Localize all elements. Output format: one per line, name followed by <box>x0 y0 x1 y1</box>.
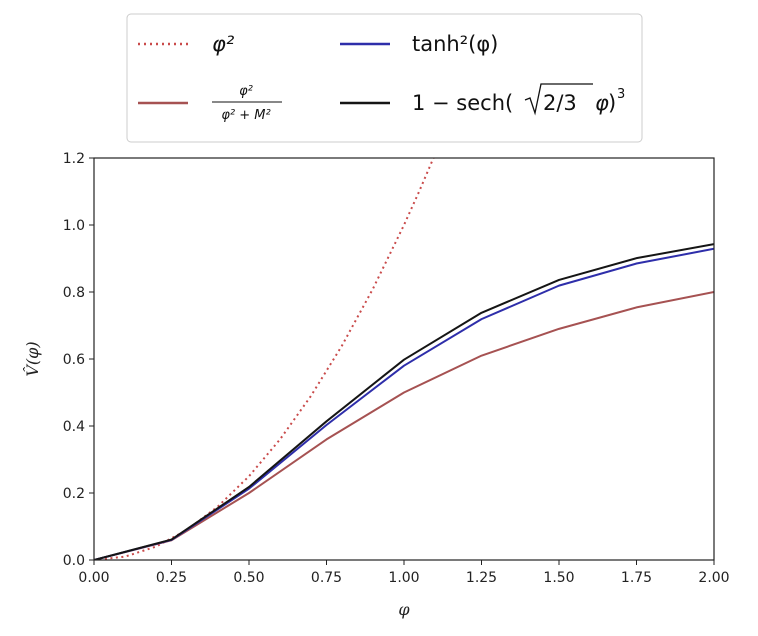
legend-label-sech-lead: 1 − sech( <box>412 91 513 115</box>
x-tick-label: 1.50 <box>543 570 574 586</box>
y-axis: 0.0 0.2 0.4 0.6 0.8 1.0 1.2 <box>63 151 94 569</box>
legend-label-sech-exponent: 3 <box>617 87 625 102</box>
x-tick-label: 1.25 <box>466 570 497 586</box>
x-tick-label: 0.00 <box>78 570 109 586</box>
x-tick-label: 0.25 <box>156 570 187 586</box>
series-line-tanh <box>94 247 714 560</box>
x-axis: 0.00 0.25 0.50 0.75 1.00 1.25 1.50 1.75 2.00 <box>78 560 730 586</box>
y-tick-label: 1.2 <box>63 151 85 167</box>
x-tick-label: 1.75 <box>621 570 652 586</box>
y-tick-label: 0.2 <box>63 486 85 502</box>
legend-label-sech-radicand: 2/3 <box>543 91 577 115</box>
legend-label-sech-variable: φ <box>595 91 609 115</box>
y-tick-label: 0.6 <box>63 352 85 368</box>
y-tick-label: 0.4 <box>63 419 85 435</box>
x-tick-label: 1.00 <box>388 570 419 586</box>
legend-label-rational: φ² φ² + M² <box>212 84 282 123</box>
legend-label-sech: 1 − sech( 2/3 φ ) 3 <box>412 83 625 116</box>
series-line-rational <box>94 291 714 560</box>
x-tick-label: 0.50 <box>233 570 264 586</box>
legend-label-sech-radical-sign <box>524 83 593 116</box>
series-line-sech <box>94 243 714 560</box>
y-tick-label: 0.8 <box>63 285 85 301</box>
series-line-phi-squared <box>94 158 435 560</box>
y-axis-label: V̂(φ) <box>23 341 42 376</box>
legend-label-phi-squared: φ² <box>212 32 235 56</box>
series-layer <box>94 158 714 560</box>
legend-label-rational-denominator: φ² + M² <box>221 108 270 123</box>
legend-label-rational-numerator: φ² <box>239 84 253 99</box>
legend-frame <box>126 13 643 143</box>
x-tick-label: 2.00 <box>698 570 729 586</box>
legend-label-sech-close: ) <box>608 91 616 115</box>
legend: φ² φ² φ² + M² tanh²(φ) 1 − sech( 2/3 φ )… <box>126 13 643 143</box>
x-axis-label: φ <box>398 600 410 619</box>
y-tick-label: 1.0 <box>63 218 85 234</box>
y-tick-label: 0.0 <box>63 553 85 569</box>
x-tick-label: 0.75 <box>311 570 342 586</box>
legend-label-tanh: tanh²(φ) <box>412 32 498 56</box>
